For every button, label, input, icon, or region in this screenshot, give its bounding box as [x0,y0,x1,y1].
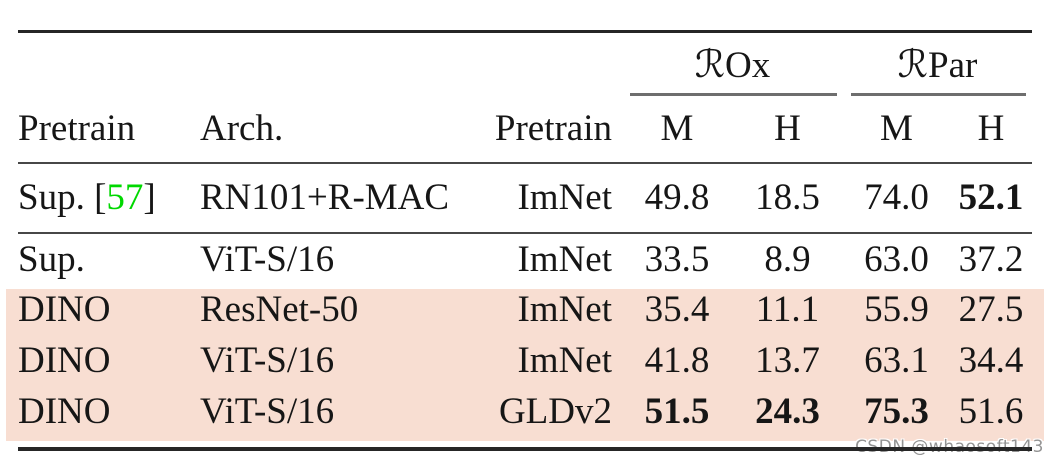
col-header-pretrain: Pretrain [18,95,200,164]
cell-pretrain: Sup. [57] [18,162,200,234]
script-r-glyph: ℛ [694,41,726,86]
empty-header-cell [18,32,622,96]
cell-arch: ViT-S/16 [200,391,335,432]
cell-pretrain: DINO [18,339,111,381]
table-row-dino-resnet: DINO ResNet-50 ImNet 35.4 11.1 55.9 27.5 [18,285,1032,335]
cell-arch: ViT-S/16 [200,339,335,381]
table-row-sup-vit: Sup. ViT-S/16 ImNet 33.5 8.9 63.0 37.2 [18,233,1032,285]
cell-rox-m: 41.8 [644,339,710,381]
col-header-rox-h: H [732,95,843,164]
col-header-rox-m: M [622,95,732,164]
cell-rox-m: 35.4 [644,289,710,330]
table-row-sup57: Sup. [57] RN101+R-MAC ImNet 49.8 18.5 74… [18,162,1032,234]
cell-rox-m: 33.5 [644,238,710,280]
cell-arch: RN101+R-MAC [200,162,462,234]
cell-rpar-m: 63.0 [864,238,929,280]
cell-rpar-m: 75.3 [864,391,929,432]
cell-rpar-m: 63.1 [864,339,929,381]
group-header-rpar-label: Par [928,44,978,86]
cell-arch: ResNet-50 [200,289,359,330]
dino-rows-highlight [6,289,1044,441]
cell-pretrain2: ImNet [517,289,612,330]
col-header-rpar-m: M [843,95,950,164]
cell-rox-h: 8.9 [764,238,811,280]
cell-rpar-h: 27.5 [958,289,1024,330]
cell-pretrain2: GLDv2 [498,391,612,432]
group-header-row: ℛOx ℛPar [18,32,1032,96]
cell-rpar-h: 34.4 [958,339,1024,381]
citation-link[interactable]: 57 [106,177,144,218]
cell-rox-m: 51.5 [644,391,710,432]
retrieval-results-table: ℛOx ℛPar Pretrain Arch. Pretrain M H M H [18,30,1032,438]
cell-pretrain: Sup. [18,238,85,280]
cell-pretrain2: ImNet [517,238,612,280]
cell-pretrain: DINO [18,289,111,330]
cell-rox-m: 49.8 [622,162,732,234]
cell-rox-h: 11.1 [755,289,820,330]
table-bottom-rule [18,447,1032,451]
cell-rox-h: 24.3 [755,391,820,432]
group-header-rox: ℛOx [622,32,843,96]
table-row-dino-vit-gldv2: DINO ViT-S/16 GLDv2 51.5 24.3 75.3 51.6 [18,386,1032,438]
table-row-dino-vit-imnet: DINO ViT-S/16 ImNet 41.8 13.7 63.1 34.4 [18,335,1032,386]
cell-rpar-h: 37.2 [958,238,1024,280]
cell-arch: ViT-S/16 [200,238,335,280]
cmidrule-rox [630,92,837,96]
col-header-rpar-h: H [950,95,1032,164]
cell-pretrain: DINO [18,391,111,432]
cell-rpar-m: 74.0 [843,162,950,234]
col-header-pretrain2: Pretrain [462,95,622,164]
col-header-arch: Arch. [200,95,462,164]
pretrain-text: Sup. [ [18,177,107,218]
column-header-row: Pretrain Arch. Pretrain M H M H [18,95,1032,164]
cell-rpar-m: 55.9 [864,289,929,330]
cell-rpar-h: 51.6 [958,391,1024,432]
cell-pretrain2: ImNet [517,339,612,381]
cmidrule-rpar [851,92,1026,96]
group-header-rox-label: Ox [725,44,771,86]
cell-rox-h: 18.5 [732,162,843,234]
cell-rpar-h: 52.1 [950,162,1032,234]
cell-rox-h: 13.7 [755,339,820,381]
cell-pretrain2: ImNet [462,162,622,234]
script-r-glyph: ℛ [897,41,928,86]
pretrain-text-suffix: ] [143,177,156,218]
group-header-rpar: ℛPar [843,32,1032,96]
